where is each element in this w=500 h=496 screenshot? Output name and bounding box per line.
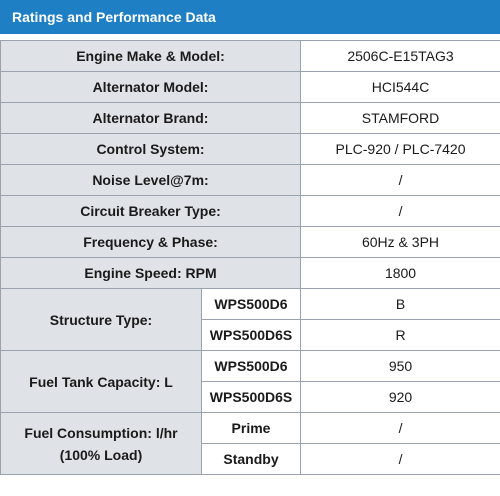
row-label-engine-model: Engine Make & Model: <box>0 40 302 72</box>
row-value-noise-level: / <box>300 164 500 196</box>
fuel-consumption-sublabel-standby: Standby <box>200 443 302 475</box>
table-row: Alternator Model: HCI544C <box>0 71 500 103</box>
row-label-engine-speed: Engine Speed: RPM <box>0 257 302 289</box>
fuel-tank-sublabel-1: WPS500D6 <box>200 350 302 382</box>
fuel-consumption-value-standby: / <box>300 443 500 475</box>
structure-value-1: B <box>300 288 500 320</box>
row-label-circuit-breaker: Circuit Breaker Type: <box>0 195 302 227</box>
section-header: Ratings and Performance Data <box>0 0 500 34</box>
fuel-tank-sublabel-2: WPS500D6S <box>200 381 302 413</box>
fuel-consumption-label-line1: Fuel Consumption: l/hr <box>24 424 178 441</box>
row-value-control-system: PLC-920 / PLC-7420 <box>300 133 500 165</box>
fuel-tank-value-1: 950 <box>300 350 500 382</box>
row-value-engine-model: 2506C-E15TAG3 <box>300 40 500 72</box>
fuel-consumption-value-prime: / <box>300 412 500 444</box>
table-row: Fuel Consumption: l/hr (100% Load) Prime … <box>0 412 500 475</box>
table-row: WPS500D6S 920 <box>1 381 500 413</box>
ratings-table: Engine Make & Model: 2506C-E15TAG3 Alter… <box>0 40 500 475</box>
row-label-structure-type: Structure Type: <box>0 288 202 351</box>
row-label-fuel-consumption: Fuel Consumption: l/hr (100% Load) <box>0 412 202 475</box>
row-label-alternator-model: Alternator Model: <box>0 71 302 103</box>
table-row: Structure Type: WPS500D6 B <box>0 288 500 351</box>
table-row: Engine Make & Model: 2506C-E15TAG3 <box>0 40 500 72</box>
row-label-alternator-brand: Alternator Brand: <box>0 102 302 134</box>
structure-sublabel-1: WPS500D6 <box>200 288 302 320</box>
table-row: Control System: PLC-920 / PLC-7420 <box>0 133 500 165</box>
table-row: Engine Speed: RPM 1800 <box>0 257 500 289</box>
table-row: Alternator Brand: STAMFORD <box>0 102 500 134</box>
row-label-frequency-phase: Frequency & Phase: <box>0 226 302 258</box>
table-row: Circuit Breaker Type: / <box>0 195 500 227</box>
table-row: Standby / <box>1 443 500 475</box>
table-row: Fuel Tank Capacity: L WPS500D6 950 <box>0 350 500 413</box>
row-label-control-system: Control System: <box>0 133 302 165</box>
structure-sublabel-2: WPS500D6S <box>200 319 302 351</box>
fuel-consumption-sublabel-prime: Prime <box>200 412 302 444</box>
table-row: Noise Level@7m: / <box>0 164 500 196</box>
section-title: Ratings and Performance Data <box>12 9 216 25</box>
fuel-consumption-label-line2: (100% Load) <box>59 446 143 463</box>
row-value-frequency-phase: 60Hz & 3PH <box>300 226 500 258</box>
row-value-circuit-breaker: / <box>300 195 500 227</box>
row-value-alternator-model: HCI544C <box>300 71 500 103</box>
fuel-tank-value-2: 920 <box>300 381 500 413</box>
row-label-noise-level: Noise Level@7m: <box>0 164 302 196</box>
row-label-fuel-tank: Fuel Tank Capacity: L <box>0 350 202 413</box>
structure-value-2: R <box>300 319 500 351</box>
row-value-engine-speed: 1800 <box>300 257 500 289</box>
row-value-alternator-brand: STAMFORD <box>300 102 500 134</box>
table-row: Frequency & Phase: 60Hz & 3PH <box>0 226 500 258</box>
